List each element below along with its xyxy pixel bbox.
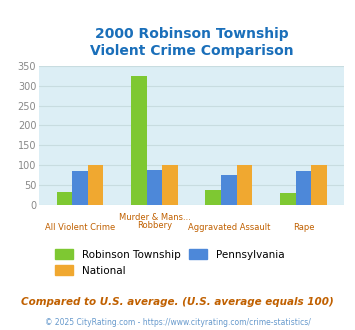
Bar: [147, 170, 162, 205]
Bar: [162, 165, 178, 205]
Bar: [280, 193, 296, 205]
Bar: [88, 165, 103, 205]
Bar: [72, 171, 88, 205]
Bar: [131, 76, 147, 205]
Text: Compared to U.S. average. (U.S. average equals 100): Compared to U.S. average. (U.S. average …: [21, 297, 334, 307]
Text: All Violent Crime: All Violent Crime: [45, 223, 115, 232]
Text: © 2025 CityRating.com - https://www.cityrating.com/crime-statistics/: © 2025 CityRating.com - https://www.city…: [45, 318, 310, 327]
Text: Aggravated Assault: Aggravated Assault: [188, 223, 270, 232]
Text: Rape: Rape: [293, 223, 314, 232]
Text: Robbery: Robbery: [137, 221, 172, 230]
Bar: [311, 165, 327, 205]
Bar: [237, 165, 252, 205]
Text: Murder & Mans...: Murder & Mans...: [119, 213, 190, 222]
Legend: Robinson Township, National, Pennsylvania: Robinson Township, National, Pennsylvani…: [50, 245, 289, 280]
Title: 2000 Robinson Township
Violent Crime Comparison: 2000 Robinson Township Violent Crime Com…: [90, 27, 294, 58]
Bar: [221, 175, 237, 205]
Bar: [56, 192, 72, 205]
Bar: [296, 171, 311, 205]
Bar: [206, 189, 221, 205]
